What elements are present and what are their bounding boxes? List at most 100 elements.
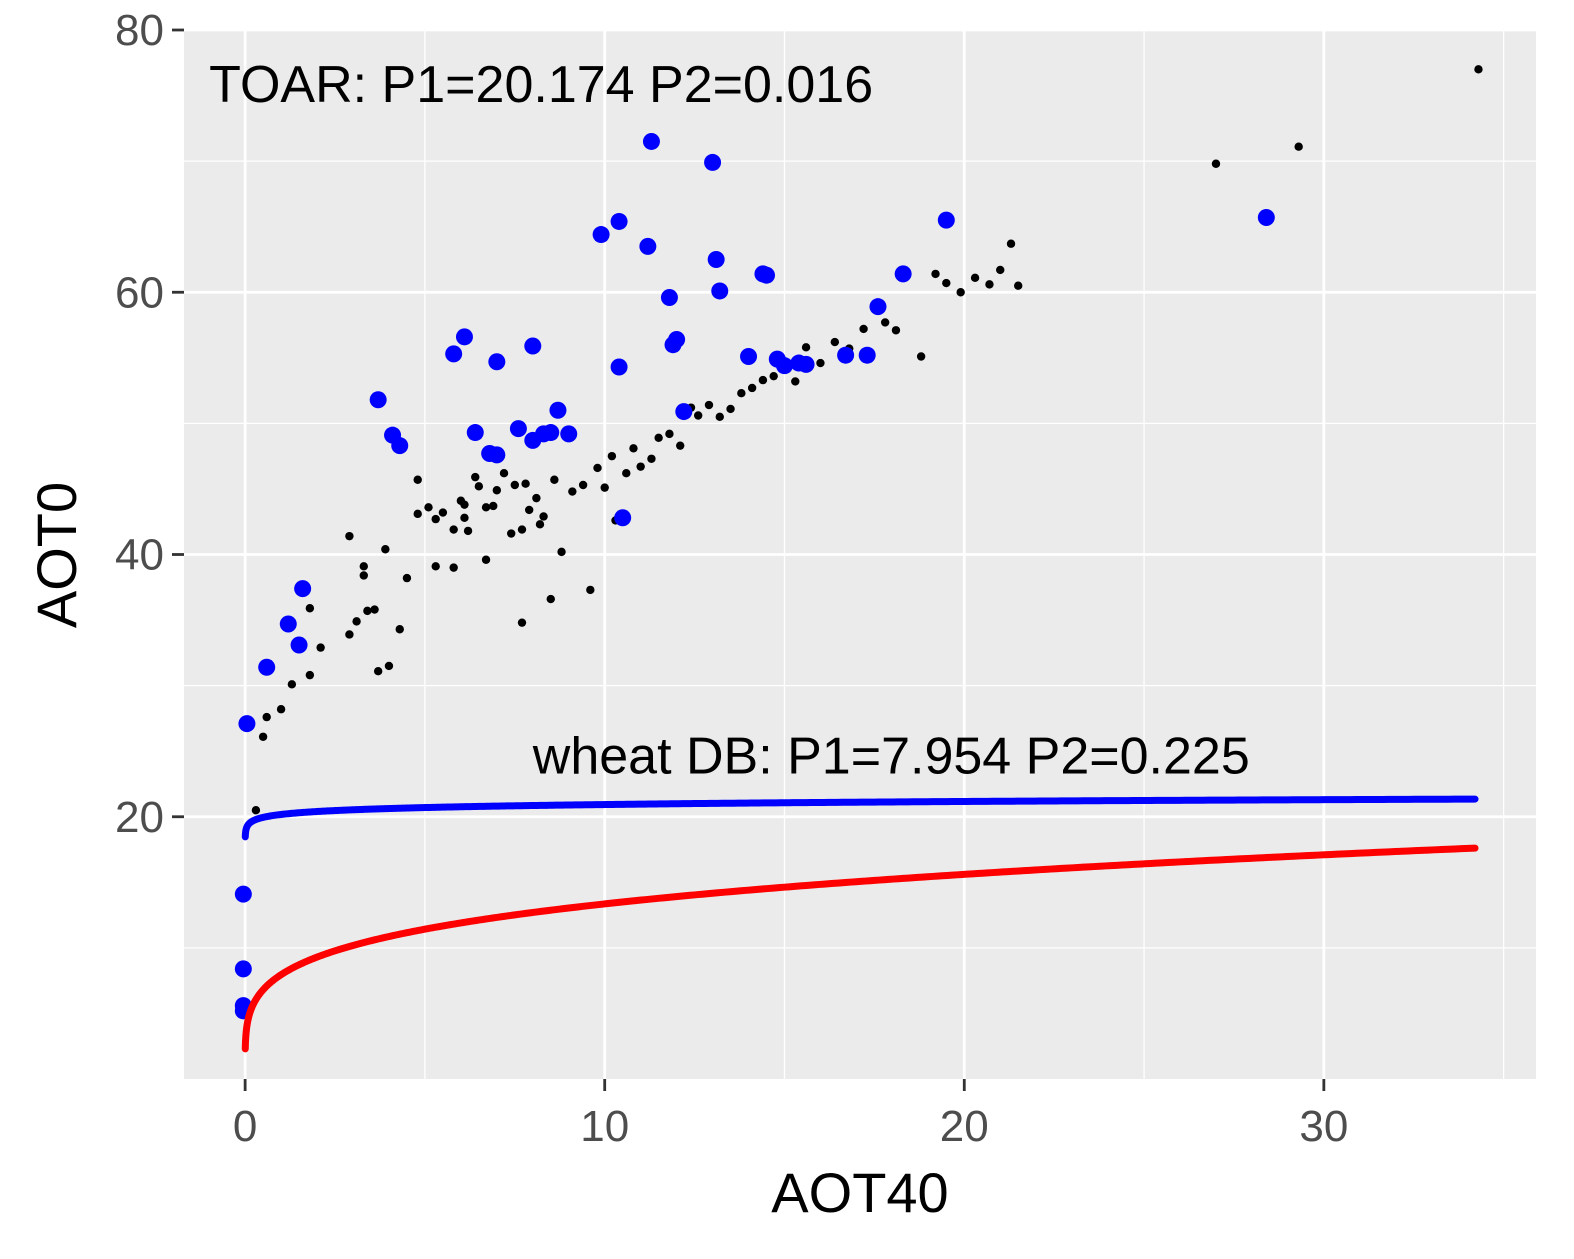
point-blue	[610, 212, 628, 230]
point-blue	[797, 355, 815, 373]
point-blue	[279, 615, 297, 633]
point-black	[305, 604, 315, 613]
point-blue	[614, 509, 632, 527]
point-black	[431, 562, 440, 571]
point-black	[492, 486, 502, 495]
point-black	[1294, 142, 1303, 151]
point-black	[413, 475, 422, 484]
point-black	[539, 512, 548, 521]
point-black	[654, 433, 663, 442]
y-tick-label: 40	[115, 531, 164, 580]
point-black	[449, 525, 458, 534]
point-blue	[660, 288, 678, 306]
point-black	[830, 337, 840, 347]
point-black	[568, 487, 577, 496]
point-black	[438, 508, 448, 517]
point-black	[546, 594, 555, 604]
y-tick-label: 20	[115, 793, 164, 842]
point-blue	[258, 658, 276, 676]
point-black	[676, 441, 685, 450]
point-blue	[488, 353, 506, 371]
point-blue	[610, 358, 628, 376]
point-black	[996, 265, 1005, 275]
point-black	[956, 288, 965, 297]
x-tick-label: 30	[1299, 1102, 1348, 1151]
point-black	[693, 411, 703, 420]
point-blue	[455, 328, 473, 346]
point-blue	[290, 636, 308, 654]
point-black	[880, 318, 890, 327]
x-tick-label: 0	[233, 1102, 257, 1151]
point-blue	[837, 346, 855, 364]
point-black	[305, 670, 315, 680]
point-blue	[711, 282, 729, 300]
toar-fit-curve	[241, 795, 1479, 841]
point-blue	[560, 425, 578, 443]
point-blue	[894, 265, 912, 283]
point-black	[769, 371, 778, 381]
point-black	[704, 400, 714, 410]
point-black	[287, 680, 297, 689]
annotation-toar: TOAR: P1=20.174 P2=0.016	[209, 56, 873, 114]
point-black	[316, 643, 325, 652]
point-blue	[234, 885, 252, 903]
point-black	[726, 404, 735, 414]
point-black	[1474, 65, 1483, 74]
point-black	[593, 463, 602, 473]
axes: 0 10 20 30 20 40 60 80	[115, 6, 1348, 1151]
point-black	[463, 526, 473, 536]
point-black	[557, 547, 566, 557]
point-blue	[937, 211, 955, 229]
point-black	[647, 454, 656, 463]
point-black	[607, 451, 617, 461]
point-blue	[758, 266, 776, 284]
point-black	[629, 444, 638, 453]
point-black	[345, 531, 354, 541]
point-black	[481, 555, 491, 564]
point-black	[578, 480, 588, 490]
point-black	[1006, 239, 1016, 248]
point-black	[499, 469, 509, 478]
point-black	[931, 269, 940, 279]
point-black	[489, 501, 498, 511]
point-black	[258, 732, 268, 741]
point-blue	[1257, 209, 1275, 227]
point-blue	[675, 403, 693, 421]
point-black	[359, 571, 368, 580]
x-tick-label: 10	[580, 1102, 629, 1151]
point-black	[381, 545, 390, 554]
point-blue	[488, 446, 506, 464]
point-black	[413, 509, 422, 519]
point-black	[384, 661, 394, 671]
point-black	[636, 462, 645, 471]
point-blue	[639, 237, 657, 255]
point-black	[471, 472, 480, 482]
point-black	[1211, 159, 1221, 168]
annotations: TOAR: P1=20.174 P2=0.016 wheat DB: P1=7.…	[209, 56, 1250, 785]
point-black	[460, 500, 469, 509]
point-black	[251, 805, 261, 815]
point-black	[359, 562, 368, 571]
point-black	[402, 573, 412, 583]
point-black	[474, 482, 484, 491]
point-black	[521, 479, 530, 488]
point-blue	[704, 153, 722, 171]
data-points	[234, 65, 1483, 1020]
wheat-db-fit-curve	[241, 844, 1479, 1053]
point-black	[1014, 281, 1023, 290]
point-black	[622, 469, 631, 478]
point-black	[345, 630, 354, 639]
point-blue	[524, 337, 542, 355]
y-tick-label: 60	[115, 268, 164, 317]
point-black	[370, 605, 379, 614]
point-blue	[668, 330, 686, 348]
point-blue	[549, 401, 567, 419]
point-black	[891, 326, 901, 335]
point-black	[363, 606, 372, 616]
point-black	[424, 503, 433, 512]
point-black	[460, 513, 469, 522]
point-black	[524, 505, 534, 515]
x-axis-title: AOT40	[771, 1161, 948, 1224]
point-black	[550, 475, 559, 484]
